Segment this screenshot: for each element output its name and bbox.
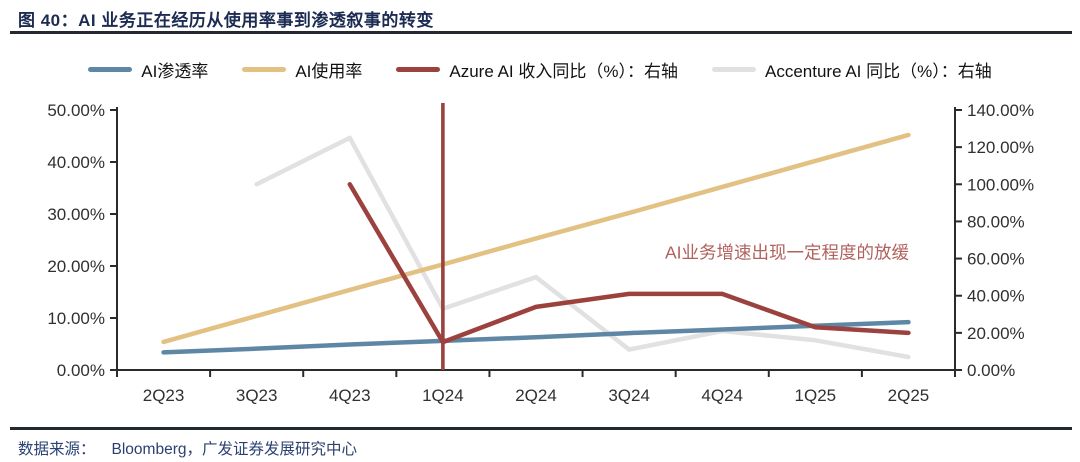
- x-axis-label: 2Q24: [515, 386, 557, 405]
- x-axis-label: 3Q23: [236, 386, 278, 405]
- legend-swatch-ai-usage-line-icon: [242, 67, 287, 72]
- y-axis-right-tick-label: 0.00%: [967, 361, 1015, 380]
- y-axis-left-tick-label: 0.00%: [57, 361, 105, 380]
- x-axis-label: 2Q25: [888, 386, 930, 405]
- y-axis-right-tick-label: 40.00%: [967, 287, 1025, 306]
- y-axis-right-tick-label: 20.00%: [967, 324, 1025, 343]
- y-axis-right-tick-label: 100.00%: [967, 175, 1034, 194]
- legend-label: AI使用率: [295, 62, 363, 81]
- y-axis-left-tick-label: 50.00%: [47, 101, 105, 120]
- title-divider-rule: [10, 31, 1072, 34]
- series-line-1: [161, 132, 911, 345]
- data-source-text: Bloomberg，广发证券发展研究中心: [111, 441, 357, 458]
- legend-item-azure-ai-yoy: Azure AI 收入同比（%）：右轴: [396, 57, 678, 82]
- figure-title: 图 40：AI 业务正在经历从使用率事到渗透叙事的转变: [18, 11, 434, 30]
- y-axis-right-tick-label: 120.00%: [967, 138, 1034, 157]
- y-axis-right-tick-label: 80.00%: [967, 212, 1025, 231]
- y-axis-left-tick-label: 30.00%: [47, 205, 105, 224]
- y-axis-left-tick-label: 20.00%: [47, 257, 105, 276]
- series-line-0: [161, 319, 911, 355]
- x-axis-label: 4Q23: [329, 386, 371, 405]
- x-axis-label: 1Q24: [422, 386, 464, 405]
- y-axis-right-tick-label: 140.00%: [967, 101, 1034, 120]
- slowdown-annotation-text: AI业务增速出现一定程度的放缓: [664, 242, 910, 263]
- footer-divider-rule: [10, 427, 1072, 430]
- x-axis-label: 4Q24: [701, 386, 743, 405]
- chart-legend: AI渗透率 AI使用率 Azure AI 收入同比（%）：右轴 Accentur…: [0, 57, 1080, 82]
- legend-swatch-azure-ai-line-icon: [396, 67, 441, 72]
- y-axis-left-tick-label: 40.00%: [47, 153, 105, 172]
- legend-item-ai-usage: AI使用率: [242, 57, 362, 82]
- x-axis-label: 3Q24: [608, 386, 650, 405]
- x-axis-label: 1Q25: [795, 386, 837, 405]
- legend-label: Accenture AI 同比（%）：右轴: [765, 62, 992, 81]
- series-line-3: [254, 135, 911, 360]
- data-source-label: 数据来源：: [18, 441, 96, 458]
- legend-swatch-ai-penetration-line-icon: [88, 67, 133, 72]
- legend-item-ai-penetration: AI渗透率: [88, 57, 208, 82]
- legend-label: AI渗透率: [141, 62, 209, 81]
- x-axis-label: 2Q23: [143, 386, 185, 405]
- legend-swatch-accenture-ai-line-icon: [712, 67, 756, 72]
- data-source-line: 数据来源： Bloomberg，广发证券发展研究中心: [18, 437, 357, 459]
- y-axis-left-tick-label: 10.00%: [47, 309, 105, 328]
- y-axis-right-tick-label: 60.00%: [967, 250, 1025, 269]
- legend-item-accenture-ai-yoy: Accenture AI 同比（%）：右轴: [712, 57, 992, 82]
- legend-label: Azure AI 收入同比（%）：右轴: [449, 62, 678, 81]
